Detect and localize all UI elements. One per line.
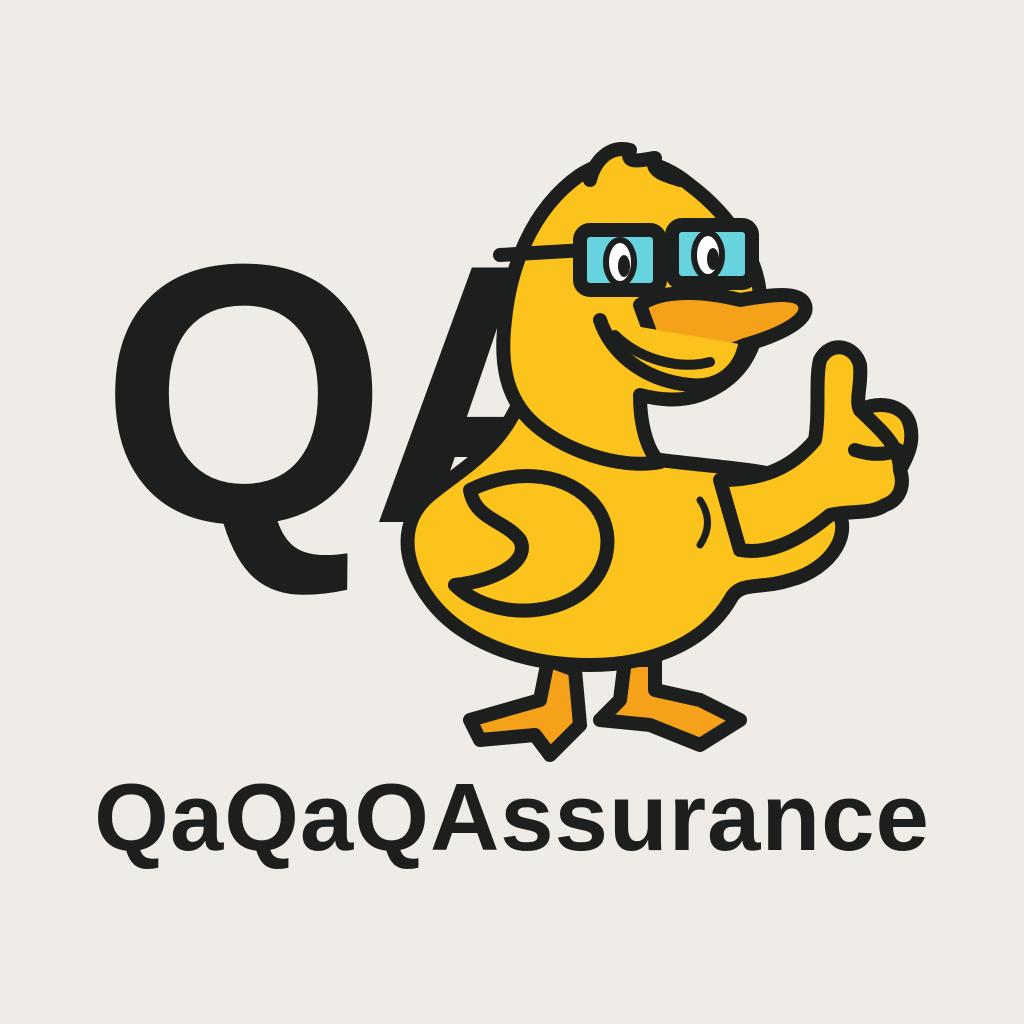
brand-wordmark: QaQaQAssurance bbox=[94, 764, 930, 871]
